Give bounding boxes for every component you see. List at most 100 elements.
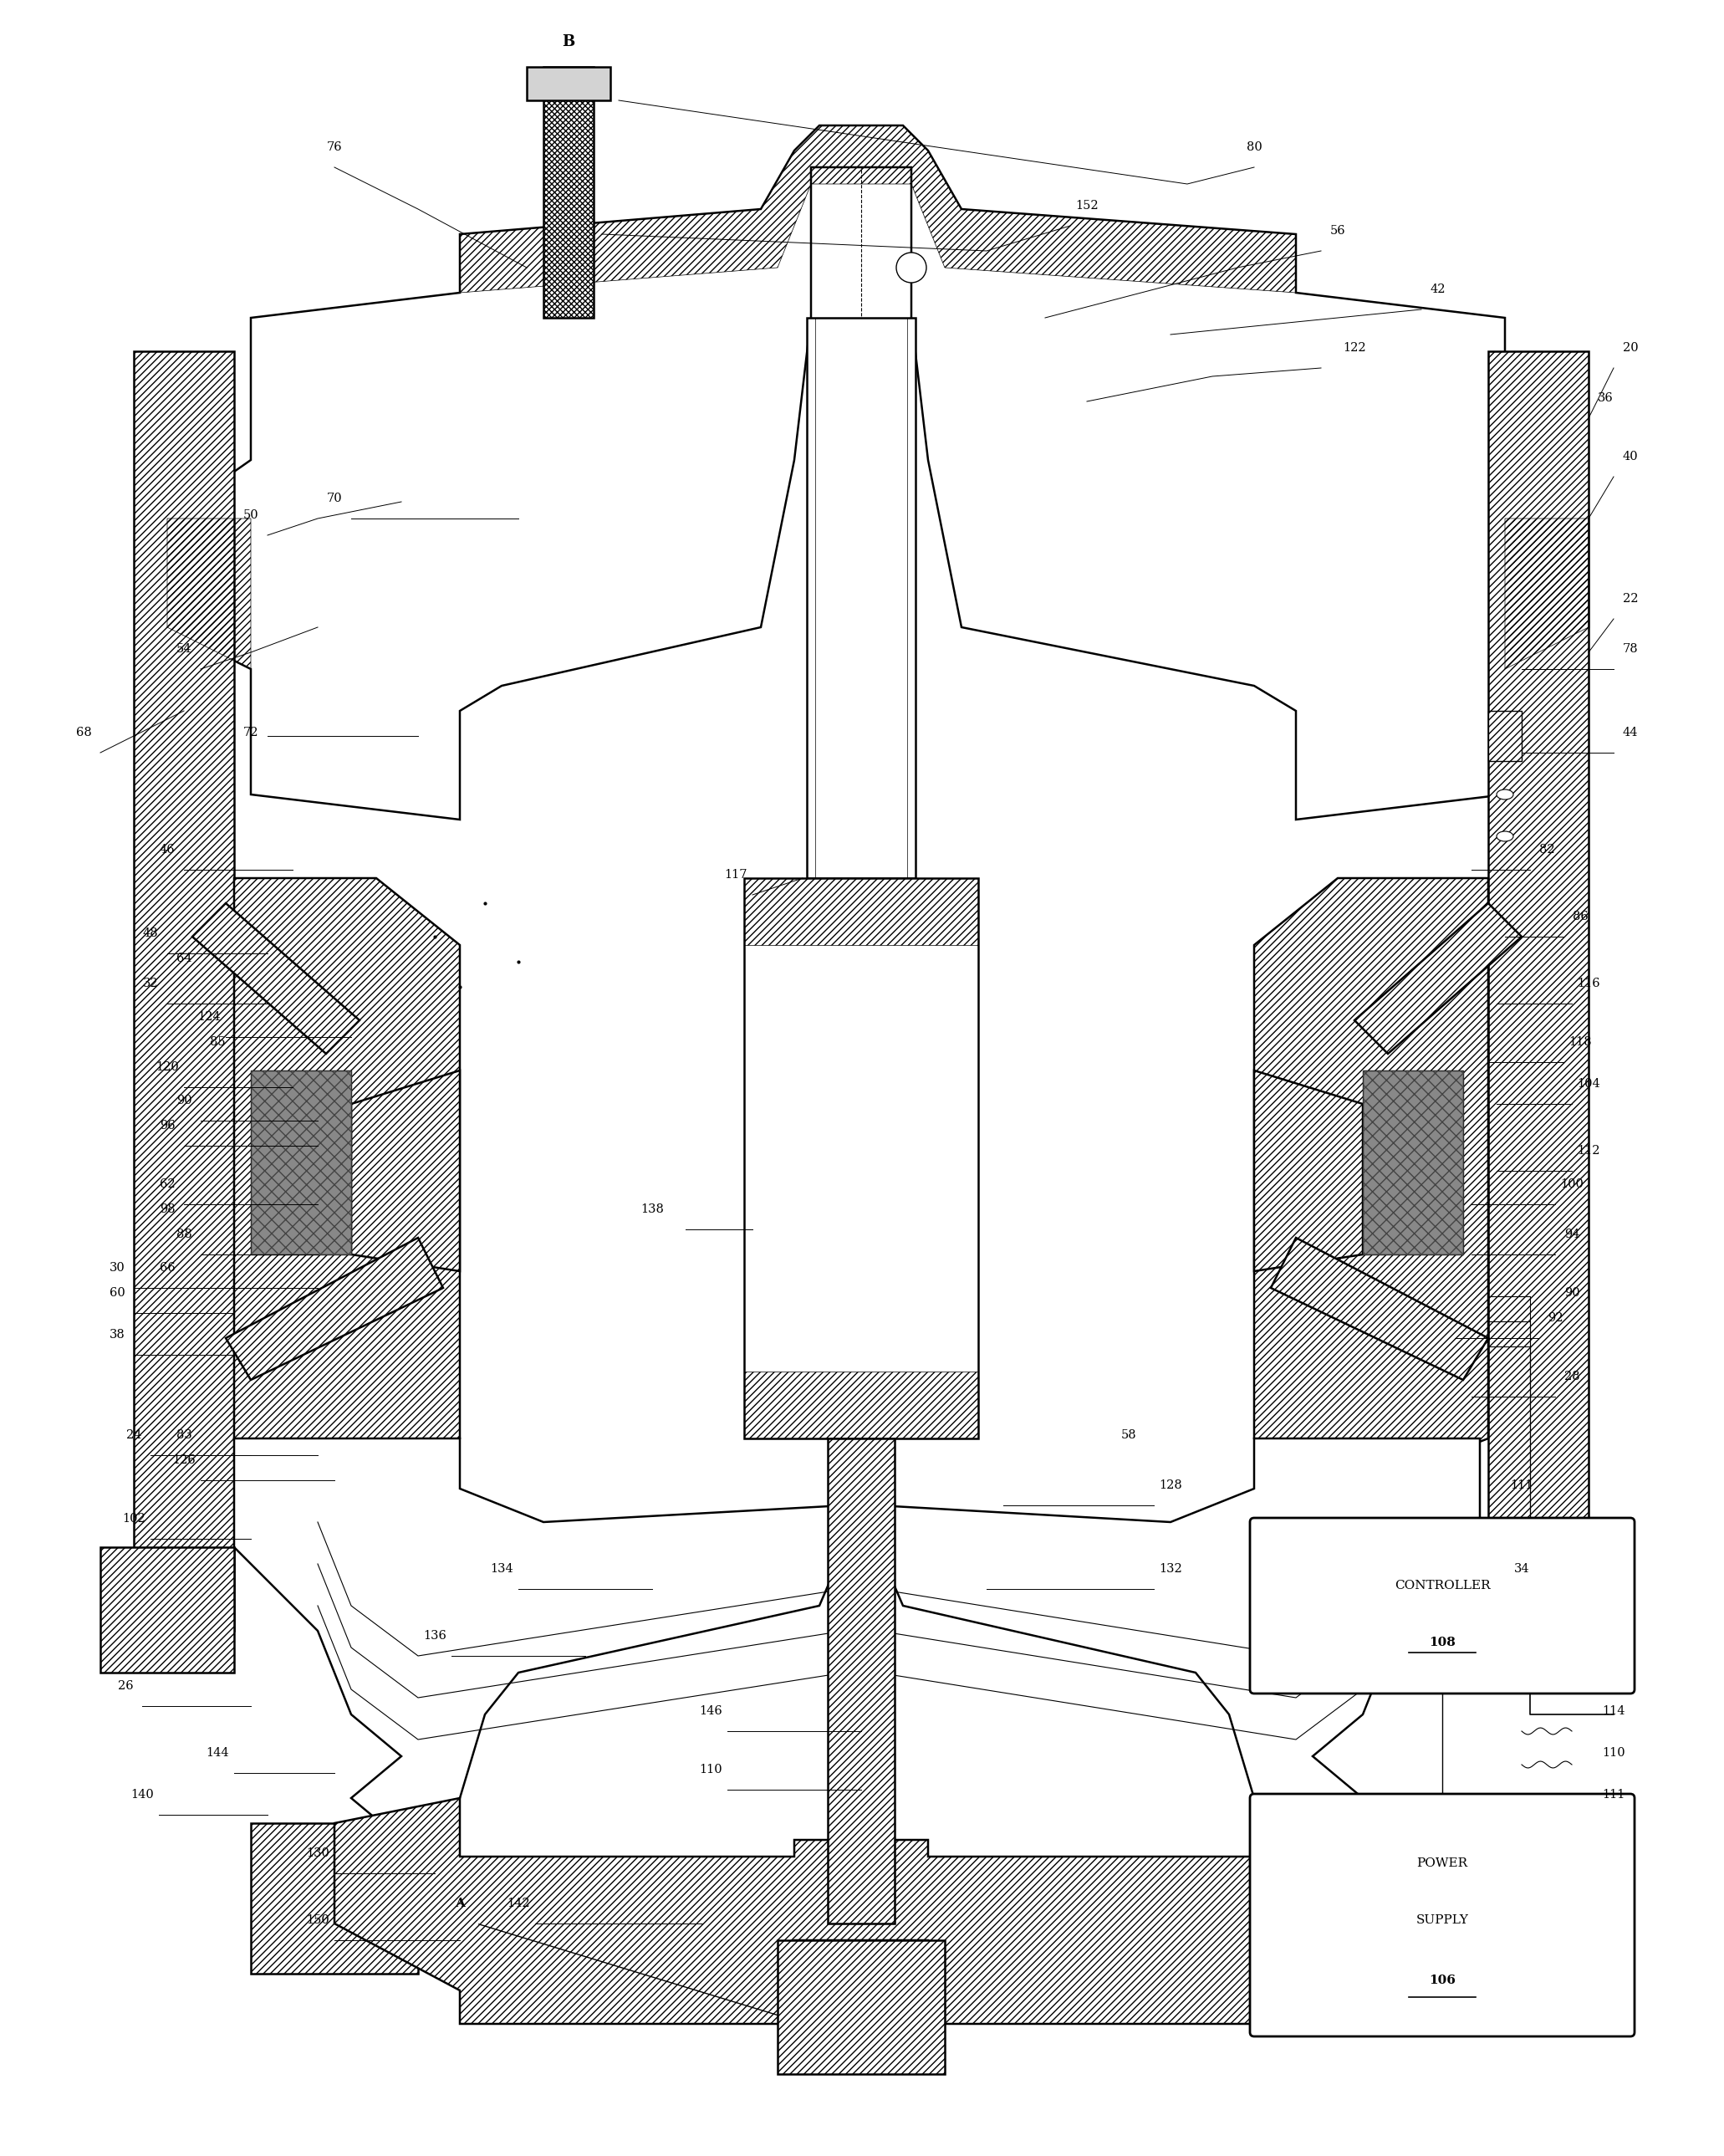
Text: 114: 114 (1602, 1705, 1626, 1716)
Text: 83: 83 (176, 1429, 191, 1440)
Text: CONTROLLER: CONTROLLER (1395, 1580, 1490, 1591)
Polygon shape (778, 1940, 945, 2074)
Text: 36: 36 (1598, 392, 1614, 403)
Text: 112: 112 (1577, 1145, 1600, 1156)
Text: 76: 76 (326, 142, 343, 153)
Bar (745, 1371, 978, 1438)
Ellipse shape (1496, 789, 1514, 800)
Text: 140: 140 (131, 1789, 153, 1800)
Text: 85: 85 (210, 1037, 226, 1048)
Text: 150: 150 (307, 1915, 329, 1925)
Text: B: B (562, 34, 574, 50)
Text: 30: 30 (109, 1261, 124, 1274)
Text: 130: 130 (307, 1848, 329, 1858)
Circle shape (896, 252, 926, 282)
Text: 20: 20 (1622, 343, 1638, 354)
Text: 44: 44 (1622, 727, 1638, 740)
Text: 72: 72 (243, 727, 259, 740)
Text: 98: 98 (159, 1203, 176, 1216)
Text: 34: 34 (1514, 1563, 1529, 1574)
Text: 146: 146 (698, 1705, 722, 1716)
Text: 38: 38 (109, 1328, 124, 1341)
FancyBboxPatch shape (1250, 1518, 1634, 1692)
Bar (134, 351, 234, 1630)
Text: 118: 118 (1569, 1037, 1591, 1048)
Text: 40: 40 (1622, 451, 1638, 464)
Bar (543, 67, 593, 317)
Text: 42: 42 (1431, 282, 1446, 295)
Polygon shape (234, 1438, 1479, 1839)
Text: 50: 50 (243, 509, 259, 522)
Text: 120: 120 (155, 1061, 179, 1074)
Text: 116: 116 (1577, 977, 1600, 990)
Polygon shape (1355, 903, 1522, 1054)
Bar (1362, 1072, 1464, 1255)
Text: A: A (455, 1897, 465, 1910)
Text: 96: 96 (159, 1119, 176, 1132)
Text: POWER: POWER (1417, 1858, 1467, 1869)
Text: 68: 68 (76, 727, 91, 740)
Bar (807, 317, 915, 877)
Text: 144: 144 (205, 1746, 229, 1759)
Text: 90: 90 (176, 1095, 191, 1106)
Text: 117: 117 (724, 869, 746, 880)
Bar (745, 877, 978, 1438)
Text: 111: 111 (1510, 1479, 1533, 1492)
Text: SUPPLY: SUPPLY (1415, 1915, 1469, 1925)
Polygon shape (334, 1798, 1379, 2024)
Text: 124: 124 (198, 1011, 221, 1022)
Text: 24: 24 (126, 1429, 141, 1440)
Text: 62: 62 (159, 1179, 176, 1190)
Text: 110: 110 (700, 1764, 722, 1777)
Polygon shape (167, 125, 1588, 819)
Text: 134: 134 (490, 1563, 514, 1574)
Text: 138: 138 (641, 1203, 664, 1216)
Bar (1488, 351, 1588, 1630)
Text: 60: 60 (109, 1287, 124, 1298)
Bar (828, 1438, 895, 1923)
Text: 54: 54 (176, 642, 191, 655)
Bar (1488, 711, 1522, 761)
Bar (250, 1824, 417, 1973)
Text: 126: 126 (172, 1455, 195, 1466)
Bar (250, 1072, 352, 1255)
Text: 28: 28 (1564, 1371, 1579, 1382)
Text: 66: 66 (159, 1261, 176, 1274)
Text: 64: 64 (176, 953, 191, 964)
Text: 152: 152 (1076, 201, 1098, 211)
Text: 32: 32 (143, 977, 159, 990)
Text: 94: 94 (1564, 1229, 1579, 1240)
Polygon shape (100, 1548, 234, 1673)
Text: 46: 46 (159, 843, 176, 856)
Ellipse shape (1496, 832, 1514, 841)
Text: 128: 128 (1159, 1479, 1183, 1492)
Text: 90: 90 (1564, 1287, 1579, 1298)
Text: 132: 132 (1159, 1563, 1183, 1574)
Bar (250, 1824, 417, 1973)
Bar (1362, 1072, 1464, 1255)
Bar (250, 1072, 352, 1255)
FancyBboxPatch shape (1250, 1794, 1634, 2037)
Text: 48: 48 (143, 927, 159, 940)
Polygon shape (1253, 877, 1488, 1481)
Text: 80: 80 (1246, 142, 1262, 153)
Polygon shape (234, 877, 460, 1481)
Text: 102: 102 (122, 1514, 145, 1524)
Bar (745, 877, 978, 944)
Text: 136: 136 (422, 1630, 447, 1641)
Text: 86: 86 (1572, 910, 1588, 923)
Text: 22: 22 (1622, 593, 1638, 604)
Text: 122: 122 (1343, 343, 1365, 354)
Text: 78: 78 (1622, 642, 1638, 655)
Text: 100: 100 (1560, 1179, 1583, 1190)
Text: 26: 26 (117, 1680, 133, 1692)
Text: 142: 142 (507, 1897, 529, 1910)
Bar (134, 351, 234, 1630)
Bar (543, 67, 593, 317)
Text: 58: 58 (1121, 1429, 1136, 1440)
Text: 92: 92 (1548, 1313, 1564, 1324)
Text: 82: 82 (1540, 843, 1555, 856)
Polygon shape (1271, 1238, 1488, 1380)
Bar (828, 1438, 895, 1923)
Bar (1488, 711, 1522, 761)
